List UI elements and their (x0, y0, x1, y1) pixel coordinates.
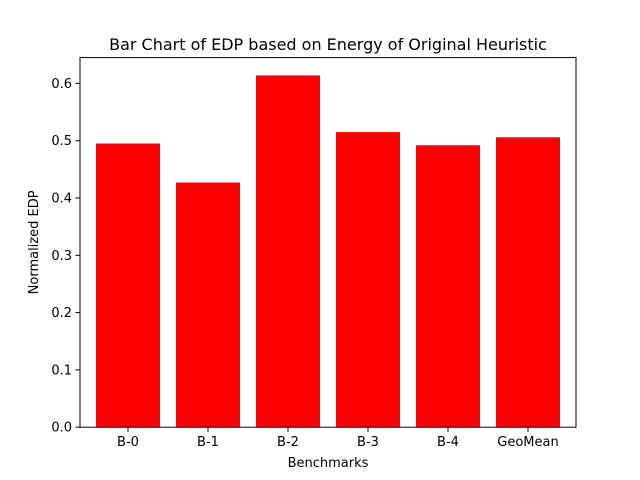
bar-b-4 (416, 145, 480, 428)
bar-b-3 (336, 132, 400, 428)
bar-b-2 (256, 75, 320, 428)
bars-layer (96, 75, 560, 428)
y-tick-label: 0.4 (51, 191, 72, 206)
y-tick-label: 0.1 (51, 363, 72, 378)
x-tick-label: B-0 (117, 435, 139, 450)
bar-b-0 (96, 143, 160, 428)
bar-geomean (496, 137, 560, 428)
x-tick-label: B-3 (357, 435, 379, 450)
y-tick-label: 0.6 (51, 77, 72, 92)
bar-b-1 (176, 182, 240, 428)
y-axis-ticks: 0.0 0.1 0.2 0.3 0.4 0.5 0.6 (51, 77, 80, 436)
x-tick-label: GeoMean (497, 435, 558, 450)
plot-frame (79, 57, 577, 428)
axes-layer (79, 57, 577, 428)
x-tick-label: B-1 (197, 435, 219, 450)
y-tick-label: 0.0 (51, 421, 72, 436)
x-axis-title: Benchmarks (288, 456, 369, 471)
x-tick-label: B-4 (437, 435, 459, 450)
y-tick-label: 0.5 (51, 134, 72, 149)
chart-title: Bar Chart of EDP based on Energy of Orig… (109, 35, 547, 54)
y-tick-label: 0.3 (51, 249, 72, 264)
x-tick-label: B-2 (277, 435, 299, 450)
y-tick-label: 0.2 (51, 306, 72, 321)
y-axis-title: Normalized EDP (27, 190, 42, 294)
x-axis-ticks: B-0 B-1 B-2 B-3 B-4 GeoMean (117, 427, 559, 450)
